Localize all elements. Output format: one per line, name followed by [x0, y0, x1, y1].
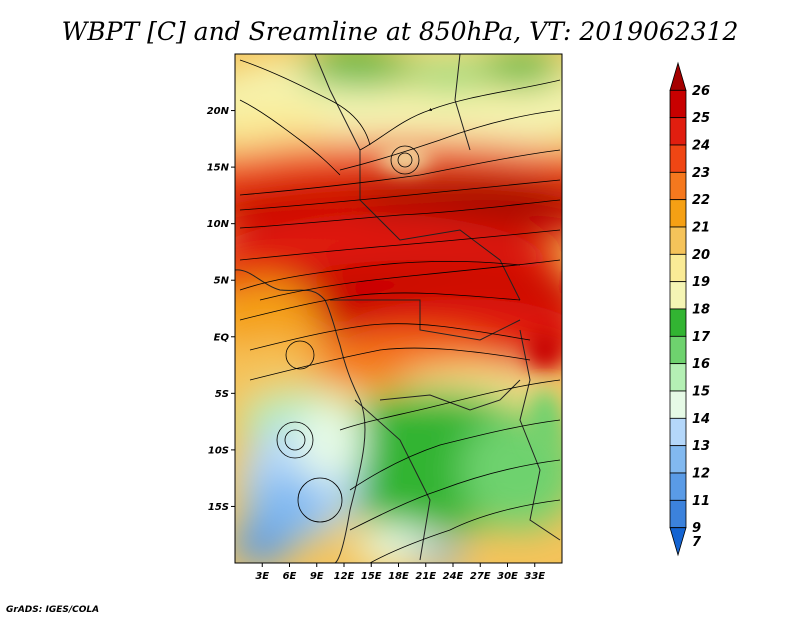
temperature-detail — [380, 150, 562, 450]
wbpt-map — [235, 54, 562, 563]
colorbar-swatch — [669, 363, 687, 392]
lat-tick-label: 5N — [214, 276, 230, 287]
colorbar-swatch — [669, 472, 687, 501]
chart-title: WBPT [C] and Sreamline at 850hPa, VT: 20… — [62, 17, 739, 46]
colorbar-label: 14 — [692, 412, 710, 427]
lat-tick-label: 15S — [208, 502, 229, 513]
colorbar-swatch — [669, 117, 687, 146]
colorbar-swatch — [669, 445, 687, 474]
colorbar-swatch — [669, 417, 687, 447]
colorbar-swatch — [669, 335, 687, 365]
latitude-axis: 20N 15N 10N 5N EQ 5S 10S 15S — [207, 106, 235, 513]
colorbar-label: 12 — [692, 467, 710, 482]
colorbar-swatch — [669, 171, 687, 201]
coastlines — [235, 54, 561, 563]
colorbar-label: 13 — [692, 439, 710, 454]
temperature-field — [235, 54, 562, 563]
colorbar-swatch — [669, 499, 687, 529]
longitude-axis: 3E 6E 9E 12E 15E 18E 21E 24E 27E 30E 33E — [255, 563, 545, 582]
lon-tick-label: 33E — [524, 571, 545, 582]
lat-tick-label: 10N — [207, 219, 230, 230]
colorbar-swatch — [669, 390, 687, 419]
colorbar-label: 9 — [692, 521, 701, 536]
colorbar-swatch — [669, 89, 687, 119]
colorbar-swatch — [669, 308, 687, 337]
lon-tick-label: 9E — [310, 571, 324, 582]
colorbar-label: 11 — [692, 494, 710, 509]
lon-tick-label: 6E — [283, 571, 297, 582]
colorbar-label: 22 — [692, 193, 710, 208]
lon-tick-label: 30E — [497, 571, 518, 582]
colorbar-label: 17 — [692, 330, 711, 345]
colorbar-label: 23 — [692, 166, 710, 181]
lon-tick-label: 15E — [361, 571, 382, 582]
colorbar-swatch — [669, 144, 687, 173]
lat-tick-label: 15N — [207, 163, 230, 174]
lat-tick-label: EQ — [214, 332, 230, 343]
colorbar-label: 26 — [692, 84, 710, 99]
colorbar-swatch — [669, 253, 687, 283]
lon-tick-label: 3E — [255, 571, 269, 582]
colorbar-label: 24 — [692, 139, 710, 154]
colorbar-swatch — [669, 61, 687, 91]
lon-tick-label: 24E — [443, 571, 464, 582]
streamlines — [239, 59, 561, 563]
lon-tick-label: 12E — [334, 571, 355, 582]
colorbar-swatch — [669, 281, 687, 310]
colorbar-swatch — [669, 199, 687, 228]
grads-credit: GrADS: IGES/COLA — [6, 605, 99, 615]
lat-tick-label: 10S — [208, 445, 229, 456]
colorbar-swatch — [669, 527, 687, 557]
lat-tick-label: 20N — [207, 106, 230, 117]
colorbar-label: 18 — [692, 303, 710, 318]
colorbar-label: 25 — [692, 111, 710, 126]
colorbar-label: 21 — [692, 221, 710, 236]
lon-tick-label: 18E — [388, 571, 409, 582]
colorbar-label: 16 — [692, 357, 710, 372]
lon-tick-label: 21E — [415, 571, 436, 582]
colorbar-label: 20 — [692, 248, 710, 263]
colorbar: 26 25 24 23 22 21 20 19 18 17 16 15 14 13 12 11 97 — [669, 61, 711, 557]
colorbar-label: 15 — [692, 385, 710, 400]
lat-tick-label: 5S — [215, 389, 229, 400]
colorbar-label: 7 — [692, 535, 702, 550]
colorbar-swatch — [669, 226, 687, 255]
lon-tick-label: 27E — [470, 571, 491, 582]
colorbar-label: 19 — [692, 275, 710, 290]
